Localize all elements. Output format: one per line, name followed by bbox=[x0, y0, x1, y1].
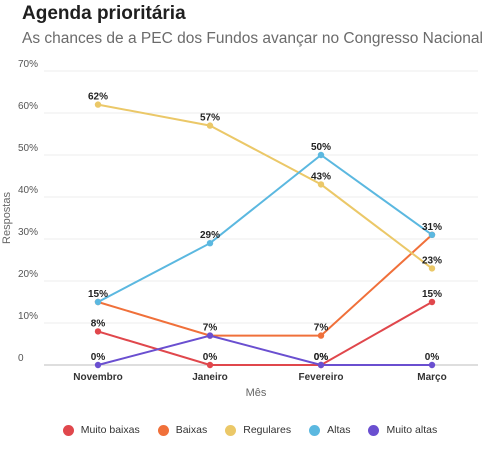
data-point-muito-baixas bbox=[94, 328, 102, 335]
chart-subtitle: As chances de a PEC dos Fundos avançar n… bbox=[22, 30, 483, 47]
data-label-regulares: 23% bbox=[422, 255, 442, 266]
data-label-muito-baixas: 0% bbox=[203, 352, 218, 363]
y-tick-label: 30% bbox=[18, 227, 38, 238]
legend-label: Muito baixas bbox=[80, 424, 140, 436]
x-tick-label: Fevereiro bbox=[298, 372, 343, 383]
data-point-altas bbox=[317, 151, 325, 159]
legend-item-altas[interactable]: Altas bbox=[309, 424, 350, 436]
x-axis-ticks: Novembro Janeiro Fevereiro Março bbox=[73, 372, 446, 383]
data-label-altas: 15% bbox=[88, 289, 108, 300]
y-tick-label: 0 bbox=[18, 353, 24, 364]
data-point-muito-altas bbox=[94, 361, 102, 369]
legend-item-muito-baixas[interactable]: Muito baixas bbox=[62, 424, 140, 436]
data-label-muito-altas: 7% bbox=[203, 323, 218, 334]
legend-swatch bbox=[62, 424, 74, 436]
data-point-regulares bbox=[94, 101, 102, 108]
legend-swatch bbox=[225, 424, 237, 436]
series-line-altas bbox=[97, 153, 433, 303]
x-tick-label: Março bbox=[417, 372, 446, 383]
series-line-muito-altas bbox=[97, 334, 432, 366]
data-point-baixas bbox=[317, 332, 325, 339]
data-label-muito-altas: 0% bbox=[314, 352, 329, 363]
data-point-altas bbox=[428, 231, 436, 238]
line-chart: 0 10% 20% 30% 40% 50% 60% 70% Novembro Janeiro Fe… bbox=[1, 59, 478, 399]
legend-label: Muito altas bbox=[386, 424, 438, 436]
y-axis-ticks: 0 10% 20% 30% 40% 50% 60% 70% bbox=[18, 59, 38, 364]
data-label-baixas: 7% bbox=[314, 323, 329, 334]
legend-swatch bbox=[309, 424, 321, 436]
series-lines bbox=[97, 103, 433, 366]
data-point-regulares bbox=[206, 122, 214, 129]
legend-swatch bbox=[368, 424, 380, 436]
series-line-regulares bbox=[97, 103, 433, 270]
series-points bbox=[94, 101, 436, 369]
data-point-muito-altas bbox=[206, 332, 214, 339]
legend-item-regulares[interactable]: Regulares bbox=[225, 424, 291, 436]
data-point-muito-altas bbox=[317, 361, 325, 369]
x-axis-label: Mês bbox=[246, 387, 267, 399]
data-point-muito-baixas bbox=[428, 298, 436, 306]
data-label-muito-altas: 0% bbox=[425, 352, 440, 363]
data-label-muito-baixas: 15% bbox=[422, 289, 442, 300]
data-point-regulares bbox=[428, 265, 436, 272]
y-tick-label: 50% bbox=[18, 143, 38, 154]
legend-item-muito-altas[interactable]: Muito altas bbox=[368, 424, 437, 436]
legend-label: Baixas bbox=[175, 424, 208, 436]
data-label-muito-baixas: 0% bbox=[314, 352, 329, 363]
data-label-regulares: 62% bbox=[88, 92, 108, 103]
x-tick-label: Janeiro bbox=[192, 372, 228, 383]
data-label-regulares: 57% bbox=[200, 113, 220, 124]
y-tick-label: 60% bbox=[18, 101, 38, 112]
y-tick-label: 20% bbox=[18, 269, 38, 280]
y-tick-label: 40% bbox=[18, 185, 38, 196]
x-tick-label: Novembro bbox=[73, 372, 122, 383]
data-label-altas: 31% bbox=[422, 222, 442, 233]
grid-lines bbox=[44, 70, 478, 366]
data-point-altas bbox=[206, 240, 214, 247]
data-point-regulares bbox=[317, 181, 325, 188]
series-labels: 8% 0% 0% 15% 7% 62% 57% 43% 23% 15% 29% 50% 31% 0% 7% 0… bbox=[88, 92, 442, 363]
data-point-altas bbox=[94, 298, 102, 306]
y-tick-label: 10% bbox=[18, 311, 38, 322]
legend-item-baixas[interactable]: Baixas bbox=[157, 424, 208, 436]
data-label-altas: 29% bbox=[200, 230, 220, 241]
chart-title: Agenda prioritária bbox=[22, 3, 186, 24]
data-label-muito-altas: 0% bbox=[91, 352, 106, 363]
data-label-regulares: 43% bbox=[311, 171, 331, 182]
data-point-muito-altas bbox=[428, 361, 436, 369]
y-tick-label: 70% bbox=[18, 59, 38, 70]
legend-label: Altas bbox=[327, 424, 351, 436]
legend: Muito baixas Baixas Regulares Altas Muito al… bbox=[0, 424, 500, 436]
data-point-muito-baixas bbox=[206, 361, 214, 369]
data-label-altas: 50% bbox=[311, 142, 331, 153]
legend-swatch bbox=[157, 424, 169, 436]
legend-label: Regulares bbox=[243, 424, 292, 436]
data-label-muito-baixas: 8% bbox=[91, 318, 106, 329]
series-line-baixas bbox=[97, 234, 433, 337]
series-line-muito-baixas bbox=[97, 301, 433, 366]
y-axis-label: Respostas bbox=[1, 192, 13, 244]
